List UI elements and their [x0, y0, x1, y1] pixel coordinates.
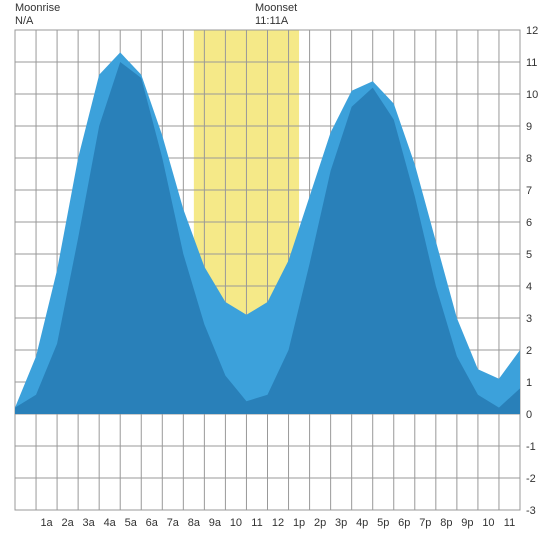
x-tick: 10 — [230, 517, 242, 529]
y-tick: 12 — [526, 25, 538, 37]
y-tick: -3 — [526, 505, 536, 517]
moonrise-block: Moonrise N/A — [15, 2, 60, 28]
y-tick: 0 — [526, 409, 532, 421]
y-tick: 4 — [526, 281, 532, 293]
y-tick: 6 — [526, 217, 532, 229]
y-tick: 7 — [526, 185, 532, 197]
x-tick: 8p — [440, 517, 452, 529]
x-tick: 7a — [167, 517, 180, 529]
y-tick: -1 — [526, 441, 536, 453]
y-tick: 5 — [526, 249, 532, 261]
x-tick: 6a — [146, 517, 159, 529]
x-tick: 3a — [83, 517, 96, 529]
x-tick: 9p — [461, 517, 473, 529]
tide-chart: Moonrise N/A Moonset 11:11A -3-2-1012345… — [0, 0, 550, 550]
moonrise-value: N/A — [15, 15, 60, 28]
x-tick: 7p — [419, 517, 431, 529]
x-tick: 3p — [335, 517, 347, 529]
y-tick: 10 — [526, 89, 538, 101]
x-tick: 11 — [251, 517, 262, 529]
x-tick: 12 — [272, 517, 284, 529]
chart-svg: -3-2-101234567891011121a2a3a4a5a6a7a8a9a… — [0, 0, 550, 550]
moonset-block: Moonset 11:11A — [255, 2, 297, 28]
x-tick: 5p — [377, 517, 389, 529]
x-tick: 1a — [40, 517, 53, 529]
y-tick: 11 — [526, 57, 537, 69]
moonset-label: Moonset — [255, 2, 297, 15]
y-tick: -2 — [526, 473, 536, 485]
x-tick: 10 — [482, 517, 494, 529]
moonrise-label: Moonrise — [15, 2, 60, 15]
x-tick: 11 — [504, 517, 515, 529]
y-tick: 8 — [526, 153, 532, 165]
x-tick: 4a — [104, 517, 117, 529]
x-tick: 9a — [209, 517, 222, 529]
x-tick: 8a — [188, 517, 201, 529]
x-tick: 2p — [314, 517, 326, 529]
moonset-value: 11:11A — [255, 15, 297, 28]
y-tick: 1 — [526, 377, 532, 389]
x-tick: 6p — [398, 517, 410, 529]
x-tick: 4p — [356, 517, 368, 529]
x-tick: 1p — [293, 517, 305, 529]
y-tick: 3 — [526, 313, 532, 325]
x-tick: 2a — [61, 517, 74, 529]
x-tick: 5a — [125, 517, 138, 529]
y-tick: 2 — [526, 345, 532, 357]
y-tick: 9 — [526, 121, 532, 133]
